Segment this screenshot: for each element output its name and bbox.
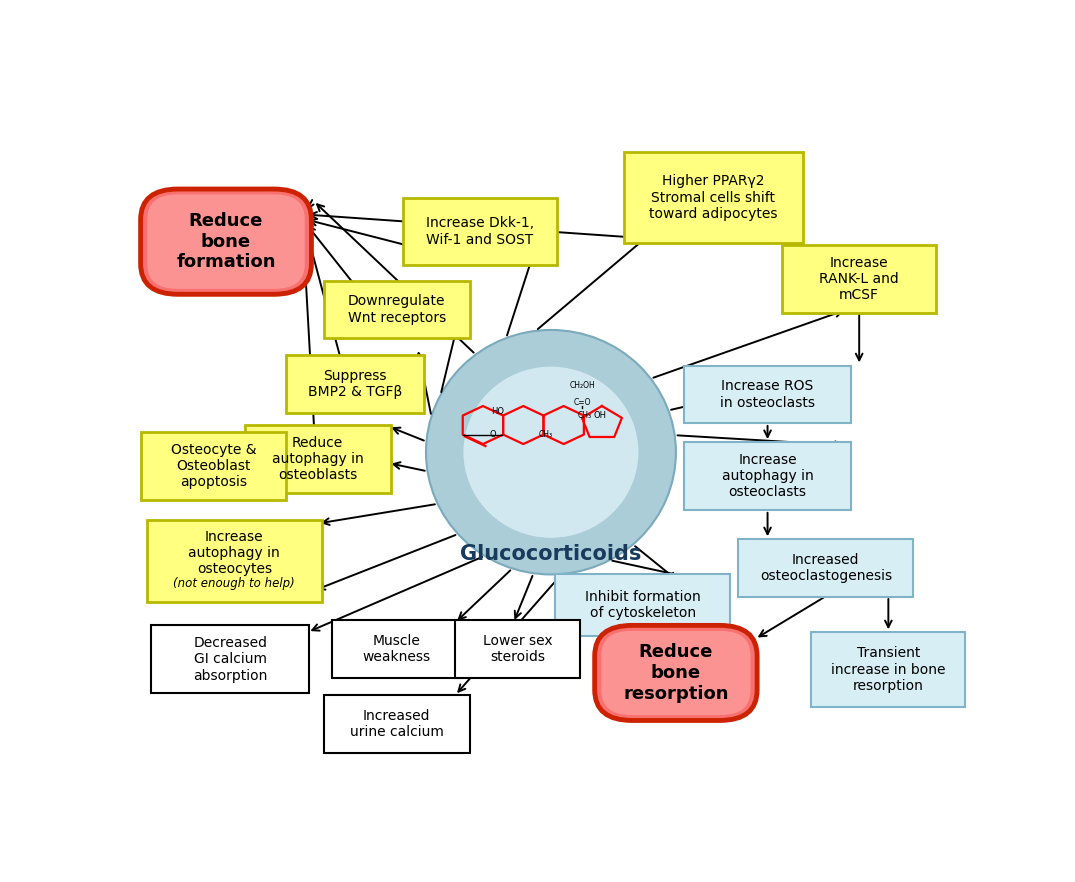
FancyBboxPatch shape	[624, 152, 803, 243]
FancyBboxPatch shape	[403, 198, 557, 265]
FancyBboxPatch shape	[783, 245, 936, 313]
Text: Inhibit formation
of cytoskeleton: Inhibit formation of cytoskeleton	[585, 590, 701, 620]
Text: O: O	[490, 430, 497, 439]
Text: Reduce
bone
resorption: Reduce bone resorption	[624, 643, 729, 703]
Text: CH₂OH: CH₂OH	[570, 381, 596, 390]
Text: Suppress
BMP2 & TGFβ: Suppress BMP2 & TGFβ	[309, 370, 402, 400]
Text: Increased
osteoclastogenesis: Increased osteoclastogenesis	[760, 552, 892, 583]
FancyBboxPatch shape	[324, 280, 470, 339]
FancyBboxPatch shape	[141, 189, 312, 295]
FancyBboxPatch shape	[739, 539, 914, 596]
Text: CH₃: CH₃	[539, 430, 553, 439]
FancyBboxPatch shape	[594, 625, 757, 721]
FancyBboxPatch shape	[685, 442, 851, 510]
Text: Increase
autophagy in
osteocytes: Increase autophagy in osteocytes	[188, 529, 281, 576]
Ellipse shape	[426, 330, 676, 574]
Text: Lower sex
steroids: Lower sex steroids	[483, 634, 553, 664]
Text: Higher PPARγ2
Stromal cells shift
toward adipocytes: Higher PPARγ2 Stromal cells shift toward…	[649, 175, 777, 220]
Ellipse shape	[463, 367, 639, 538]
Text: Reduce
bone
formation: Reduce bone formation	[176, 212, 276, 272]
Text: Glucocorticoids: Glucocorticoids	[460, 544, 642, 564]
Text: Increased
urine calcium: Increased urine calcium	[349, 709, 444, 739]
Text: Increase
RANK-L and
mCSF: Increase RANK-L and mCSF	[819, 256, 899, 303]
Text: HO: HO	[491, 407, 504, 416]
FancyBboxPatch shape	[245, 425, 390, 493]
Text: Transient
increase in bone
resorption: Transient increase in bone resorption	[831, 647, 946, 692]
FancyBboxPatch shape	[147, 194, 304, 289]
FancyBboxPatch shape	[455, 620, 580, 678]
Text: (not enough to help): (not enough to help)	[173, 577, 296, 590]
Text: Reduce
autophagy in
osteoblasts: Reduce autophagy in osteoblasts	[272, 436, 363, 482]
Text: Increase Dkk-1,
Wif-1 and SOST: Increase Dkk-1, Wif-1 and SOST	[426, 216, 534, 247]
FancyBboxPatch shape	[555, 574, 730, 636]
Text: Muscle
weakness: Muscle weakness	[362, 634, 431, 664]
FancyBboxPatch shape	[324, 695, 470, 752]
Text: Increase
autophagy in
osteoclasts: Increase autophagy in osteoclasts	[721, 452, 814, 499]
Text: Downregulate
Wnt receptors: Downregulate Wnt receptors	[347, 295, 446, 325]
Text: Decreased
GI calcium
absorption: Decreased GI calcium absorption	[194, 636, 268, 683]
Text: Osteocyte &
Osteoblast
apoptosis: Osteocyte & Osteoblast apoptosis	[171, 443, 256, 489]
FancyBboxPatch shape	[812, 632, 965, 706]
FancyBboxPatch shape	[141, 432, 286, 500]
Text: C=O: C=O	[574, 398, 591, 407]
Text: OH: OH	[594, 411, 607, 420]
FancyBboxPatch shape	[601, 631, 750, 715]
Text: Increase ROS
in osteoclasts: Increase ROS in osteoclasts	[720, 379, 815, 409]
Text: CH₃: CH₃	[577, 411, 591, 420]
FancyBboxPatch shape	[147, 520, 321, 602]
FancyBboxPatch shape	[685, 366, 851, 423]
FancyBboxPatch shape	[286, 355, 424, 413]
FancyBboxPatch shape	[332, 620, 461, 678]
FancyBboxPatch shape	[151, 625, 310, 693]
